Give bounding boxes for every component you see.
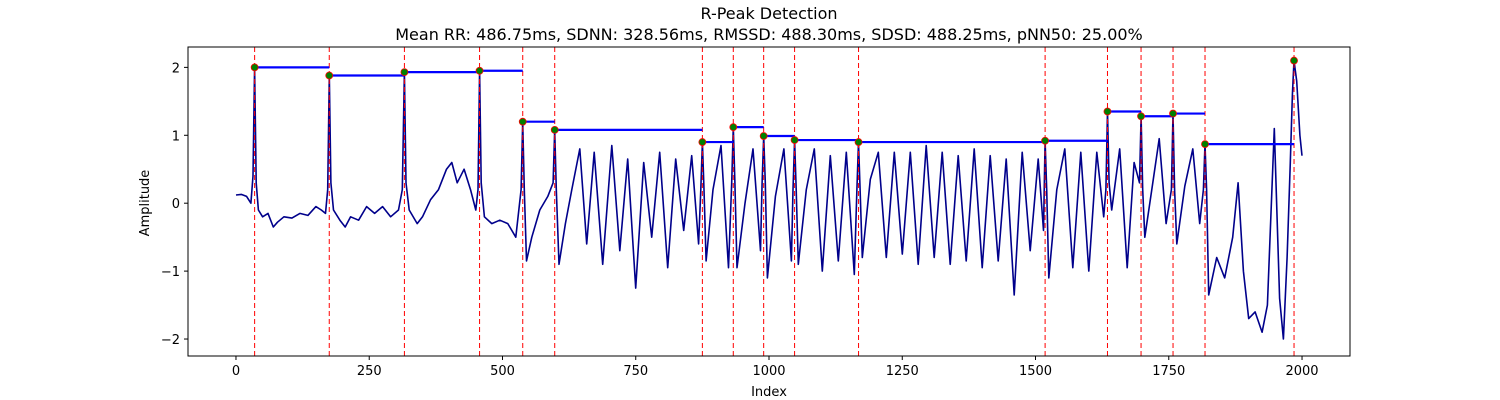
peak-marker-5 [550, 125, 559, 134]
peak-marker-9 [790, 136, 799, 144]
y-tick-label-3: 1 [172, 129, 180, 144]
y-tick-label-0: −2 [161, 333, 180, 348]
y-tick-label-4: 2 [172, 61, 180, 76]
peak-marker-6 [698, 138, 707, 146]
peak-marker-14 [1169, 109, 1177, 118]
x-tick-label-4: 1000 [752, 364, 785, 379]
peak-marker-2 [400, 68, 409, 77]
x-tick-label-0: 0 [232, 364, 240, 379]
x-tick-label-1: 250 [357, 364, 382, 379]
axes: 0 250 500 750 1000 1250 1500 1750 2000 −2 −1 0 1 2 [161, 46, 1351, 379]
peak-marker-3 [475, 66, 484, 75]
chart-subtitle: Mean RR: 486.75ms, SDNN: 328.56ms, RMSSD… [395, 25, 1143, 44]
x-axis-label: Index [751, 385, 787, 400]
peak-marker-12 [1103, 107, 1112, 116]
plot-area [235, 47, 1303, 356]
peak-marker-0 [250, 63, 259, 72]
y-tick-label-1: −1 [161, 265, 180, 280]
peak-marker-4 [518, 117, 527, 126]
signal-line [235, 59, 1303, 340]
peak-marker-15 [1201, 140, 1209, 149]
x-tick-label-2: 500 [490, 364, 515, 379]
x-tick-label-3: 750 [623, 364, 648, 379]
peak-marker-8 [759, 132, 768, 140]
peak-marker-10 [854, 138, 863, 146]
peak-marker-7 [729, 123, 738, 132]
x-tick-label-7: 1750 [1152, 364, 1185, 379]
x-tick-label-6: 1500 [1019, 364, 1052, 379]
chart-title: R-Peak Detection [700, 4, 837, 23]
x-tick-label-8: 2000 [1285, 364, 1318, 379]
peak-marker-1 [325, 71, 334, 80]
peak-marker-13 [1137, 112, 1145, 121]
x-tick-label-5: 1250 [886, 364, 919, 379]
plot-content [235, 47, 1303, 356]
y-axis-label: Amplitude [138, 170, 153, 237]
peak-marker-16 [1290, 56, 1298, 65]
peak-marker-11 [1041, 136, 1050, 145]
y-tick-label-2: 0 [172, 197, 180, 212]
